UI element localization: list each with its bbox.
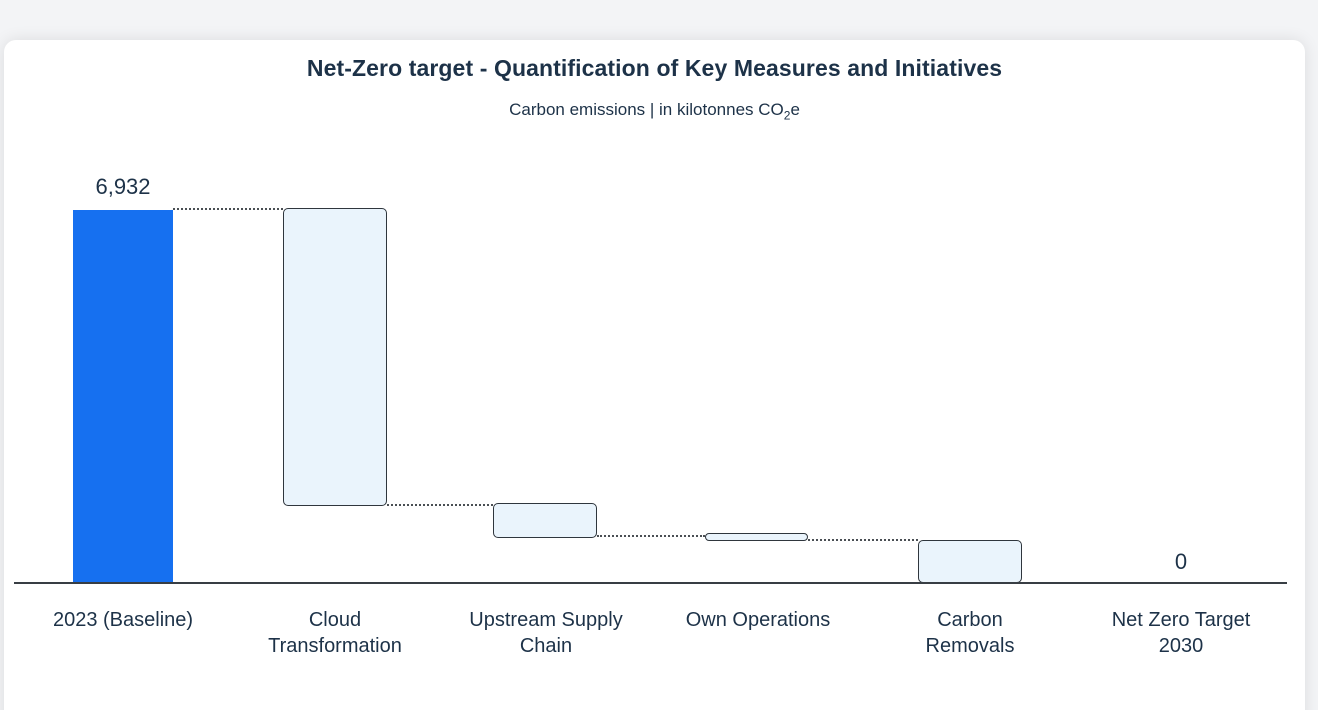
subtitle-suffix: e [790, 100, 800, 119]
bar-2023-baseline[interactable] [73, 210, 173, 583]
bar-own-operations[interactable] [705, 533, 808, 541]
bar-cloud-transformation[interactable] [283, 208, 387, 506]
x-axis-label-cloud-transformation: Cloud Transformation [268, 609, 402, 657]
connector-baseline-to-cloud [173, 208, 283, 210]
x-axis-label-own-operations: Own Operations [685, 609, 831, 631]
x-axis-line [14, 582, 1287, 584]
connector-own-operations-to-carbon-removals [808, 539, 918, 541]
subtitle-text: Carbon emissions | in kilotonnes CO [509, 100, 784, 119]
x-axis-label-upstream-supply-chain: Upstream Supply Chain [469, 609, 623, 657]
x-axis-label-2023-baseline: 2023 (Baseline) [52, 609, 194, 631]
chart-subtitle: Carbon emissions | in kilotonnes CO2e [0, 100, 1309, 122]
bar-carbon-removals[interactable] [918, 540, 1022, 583]
bar-upstream-supply-chain[interactable] [493, 503, 597, 538]
chart-card [4, 40, 1305, 710]
target-value-label: 0 [1174, 549, 1188, 574]
x-axis-label-carbon-removals: Carbon Removals [925, 609, 1015, 657]
baseline-value-label: 6,932 [95, 174, 151, 199]
chart-title: Net-Zero target - Quantification of Key … [306, 55, 1003, 81]
connector-upstream-to-own-operations [597, 535, 705, 537]
connector-cloud-to-upstream [387, 504, 493, 506]
subtitle-subscript: 2 [783, 108, 791, 123]
x-axis-label-net-zero-target-2030: Net Zero Target 2030 [1111, 609, 1251, 657]
